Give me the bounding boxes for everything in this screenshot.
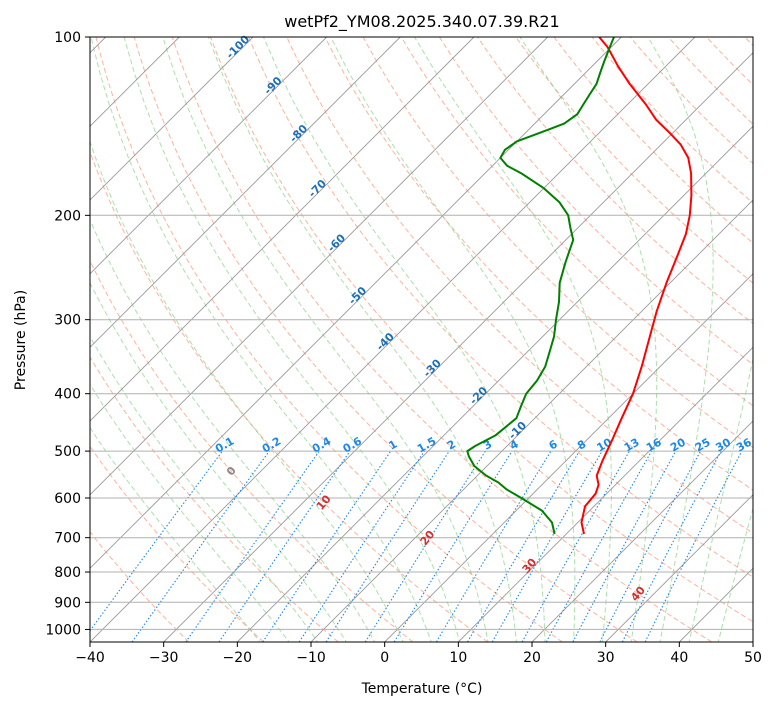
moist-adiabat <box>262 37 546 642</box>
x-tick-label: 50 <box>744 650 762 666</box>
dry-adiabat <box>248 37 753 578</box>
moist-adiabat <box>90 140 404 642</box>
moist-adiabat <box>519 37 658 642</box>
y-tick-label: 400 <box>54 387 81 403</box>
isotherm-line <box>531 420 753 642</box>
temperature-line <box>580 37 693 535</box>
dry-adiabat <box>90 150 488 642</box>
dry-adiabat <box>210 37 753 623</box>
y-tick-label: 300 <box>54 313 81 329</box>
y-tick-label: 900 <box>54 595 81 611</box>
isotherm-line <box>90 37 328 275</box>
mixing-ratio-line <box>572 450 677 642</box>
moist-adiabat <box>90 281 347 642</box>
moist-adiabat <box>90 383 290 642</box>
mixing-ratio-line <box>545 450 653 642</box>
dry-adiabat <box>90 259 414 642</box>
isotherm-line <box>752 641 753 642</box>
dry-adiabat <box>90 356 339 642</box>
x-tick-label: −30 <box>149 650 179 666</box>
isotherm-line <box>90 37 549 496</box>
isotherm-line <box>163 52 753 642</box>
x-tick-label: −10 <box>296 650 326 666</box>
y-tick-label: 100 <box>54 30 81 46</box>
plot-background <box>90 37 753 642</box>
y-axis: 1000 900 800 700 600 500 400 300 200 100 <box>45 30 90 638</box>
dry-adiabat <box>90 531 190 642</box>
dry-adiabat <box>400 37 753 407</box>
isotherm-line <box>605 494 753 642</box>
isotherm-line <box>457 346 753 642</box>
isotherm-line <box>90 37 401 348</box>
isotherm-line <box>310 199 753 642</box>
mixing-ratio-line <box>325 450 450 642</box>
dry-adiabat <box>95 37 563 642</box>
x-axis: −40 −30 −20 −10 0 10 20 30 40 50 <box>75 642 762 666</box>
x-tick-label: 10 <box>449 650 467 666</box>
background-lines <box>90 37 753 642</box>
x-tick-label: 20 <box>523 650 541 666</box>
isotherm-line <box>236 125 753 642</box>
isotherm-line <box>90 37 254 201</box>
dry-adiabat <box>553 37 753 244</box>
mixing-ratio-line <box>364 450 486 642</box>
dry-adiabat <box>133 37 638 642</box>
x-tick-label: 40 <box>670 650 688 666</box>
mixing-ratio-line <box>90 450 223 632</box>
mixing-ratio-line <box>262 450 392 642</box>
mixing-ratio-line <box>621 450 722 642</box>
isotherm-line <box>90 37 475 422</box>
mixing-ratio-line <box>435 450 552 642</box>
mixing-ratio-line <box>644 450 743 642</box>
mixing-ratio-line <box>185 450 320 642</box>
moist-adiabat <box>90 37 432 642</box>
moist-adiabat <box>162 37 489 642</box>
mixing-ratio-line <box>218 450 351 642</box>
y-tick-label: 600 <box>54 491 81 507</box>
dry-adiabat <box>477 37 753 325</box>
moist-adiabat <box>207 37 517 642</box>
x-tick-label: 30 <box>597 650 615 666</box>
moist-adiabat <box>90 335 319 642</box>
dry-adiabat <box>324 37 753 491</box>
mixing-ratio-line <box>298 450 425 642</box>
moist-adiabat <box>123 37 461 642</box>
x-tick-label: −40 <box>75 650 105 666</box>
plot-frame <box>89 36 754 643</box>
mixing-ratio-line <box>599 450 701 642</box>
y-tick-label: 700 <box>54 531 81 547</box>
mixing-ratio-line <box>521 450 630 642</box>
dewpoint-line <box>466 37 615 535</box>
isotherm-line <box>90 37 696 642</box>
dry-adiabat <box>171 37 712 642</box>
dry-adiabat <box>286 37 753 534</box>
moist-adiabat <box>330 37 576 642</box>
isotherm-line <box>384 273 753 642</box>
dry-adiabat <box>591 37 753 204</box>
y-axis-label: Pressure (hPa) <box>13 290 29 390</box>
isotherm-line <box>90 37 622 569</box>
sounding-series <box>466 37 693 535</box>
mixing-ratio-line <box>393 450 513 642</box>
y-tick-label: 1000 <box>45 622 81 638</box>
mixing-ratio-line <box>131 450 270 642</box>
pressure-gridlines <box>90 37 753 630</box>
moist-adiabat <box>647 37 714 642</box>
y-tick-label: 500 <box>54 444 81 460</box>
x-axis-label: Temperature (°C) <box>361 681 483 697</box>
dry-adiabat <box>438 37 753 365</box>
x-tick-label: 0 <box>380 650 389 666</box>
y-tick-label: 200 <box>54 208 81 224</box>
y-tick-label: 800 <box>54 565 81 581</box>
moist-adiabat <box>90 218 376 642</box>
moist-adiabat <box>688 356 753 642</box>
x-tick-label: −20 <box>223 650 253 666</box>
chart-title: wetPf2_YM08.2025.340.07.39.R21 <box>284 12 559 32</box>
